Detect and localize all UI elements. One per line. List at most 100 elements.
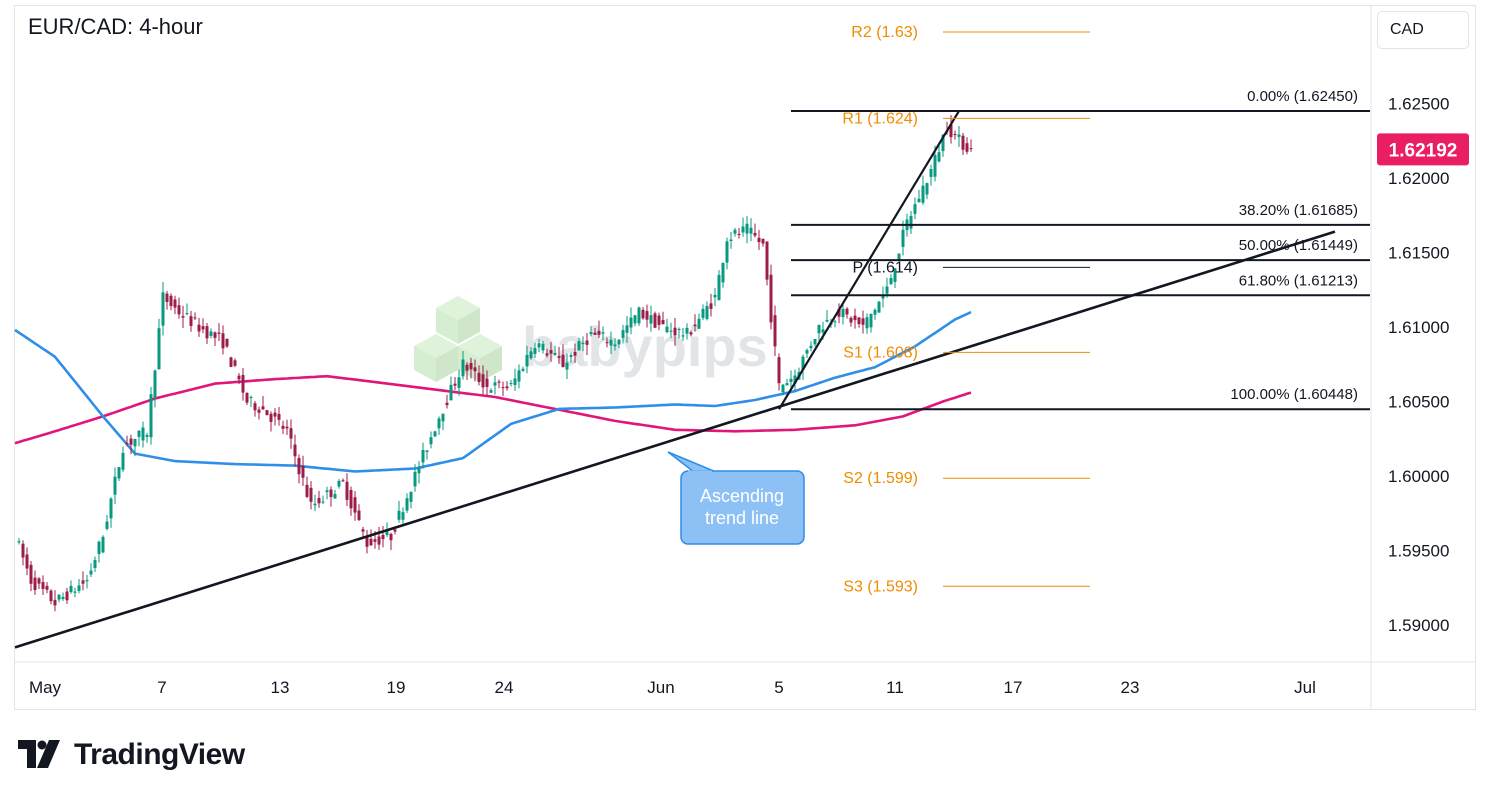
candle-body [573,352,577,356]
candle-body [861,318,865,325]
candle-body [121,452,125,470]
candle-body [469,363,473,370]
candle [201,318,205,334]
currency-selector[interactable]: CAD [1377,11,1469,49]
candles [17,115,973,612]
candle [249,395,253,408]
candle-body [289,428,293,439]
candle [189,310,193,332]
candle-body [697,318,701,329]
candle [853,308,857,329]
candle-body [325,490,329,493]
candle [713,287,717,307]
candle [241,367,245,401]
tradingview-logo[interactable]: TradingView [18,738,245,772]
candle-body [465,364,469,371]
candle-body [613,344,617,347]
candle [145,432,149,443]
tradingview-logo-icon [18,740,60,768]
candle [553,345,557,357]
candle-body [257,409,261,413]
candle [565,353,569,379]
candle-body [49,590,53,602]
candle-body [741,226,745,233]
candle-body [609,339,613,346]
candle-body [245,392,249,403]
candle [237,373,241,385]
candle [857,317,861,328]
candle-body [865,317,869,329]
candle [525,345,529,374]
candle [469,357,473,379]
candle-body [25,554,29,569]
candle [517,364,521,389]
candle-body [929,168,933,177]
fib-level-label: 0.00% (1.62450) [1247,88,1358,105]
candle-body [553,352,557,355]
candle [917,189,921,203]
candle [505,381,509,391]
callout-text: trend line [705,508,779,528]
candle-body [921,185,925,203]
y-tick-label: 1.60000 [1388,467,1449,486]
candle [605,337,609,348]
candle [937,145,941,163]
candle-body [141,427,145,441]
candle-body [685,327,689,334]
candle [665,318,669,334]
candle [333,489,337,499]
candle [477,365,481,386]
candle [369,529,373,546]
candle-body [713,294,717,298]
candle-body [21,543,25,558]
candle-body [173,299,177,308]
candle-body [561,354,565,368]
candle [301,455,305,486]
candle-body [881,295,885,299]
candle [789,370,793,391]
candle [357,504,361,522]
candle-body [533,347,537,354]
candle [677,327,681,339]
candle-body [73,591,77,593]
candle-body [821,329,825,333]
candle [573,343,577,363]
candle-body [593,332,597,335]
candle-body [845,308,849,315]
candle-body [225,338,229,347]
candle-body [733,229,737,234]
candle [293,434,297,467]
candle-body [249,397,253,399]
candle-body [681,335,685,337]
candle [545,348,549,358]
candle [773,305,777,356]
candle-body [53,599,57,606]
candle-body [753,232,757,236]
candle-body [369,538,373,546]
candle-body [605,342,609,344]
candle-body [117,467,121,479]
callout-pointer [667,451,717,473]
candle [321,495,325,505]
candle-body [17,541,21,543]
candle-body [949,124,953,138]
candle [705,301,709,321]
candle [869,313,873,333]
candle-body [449,384,453,401]
candle [441,413,445,431]
candle [305,476,309,498]
candle-body [113,476,117,495]
pivot-level-label: S3 (1.593) [843,578,918,595]
candle [197,317,201,337]
candle [501,381,505,396]
candle-body [941,134,945,152]
candle-body [617,339,621,345]
candle-body [341,480,345,482]
candle-body [437,418,441,429]
candle [609,331,613,355]
candle [777,353,781,391]
candle-body [373,539,377,542]
candle-body [293,444,297,457]
candle [693,314,697,332]
